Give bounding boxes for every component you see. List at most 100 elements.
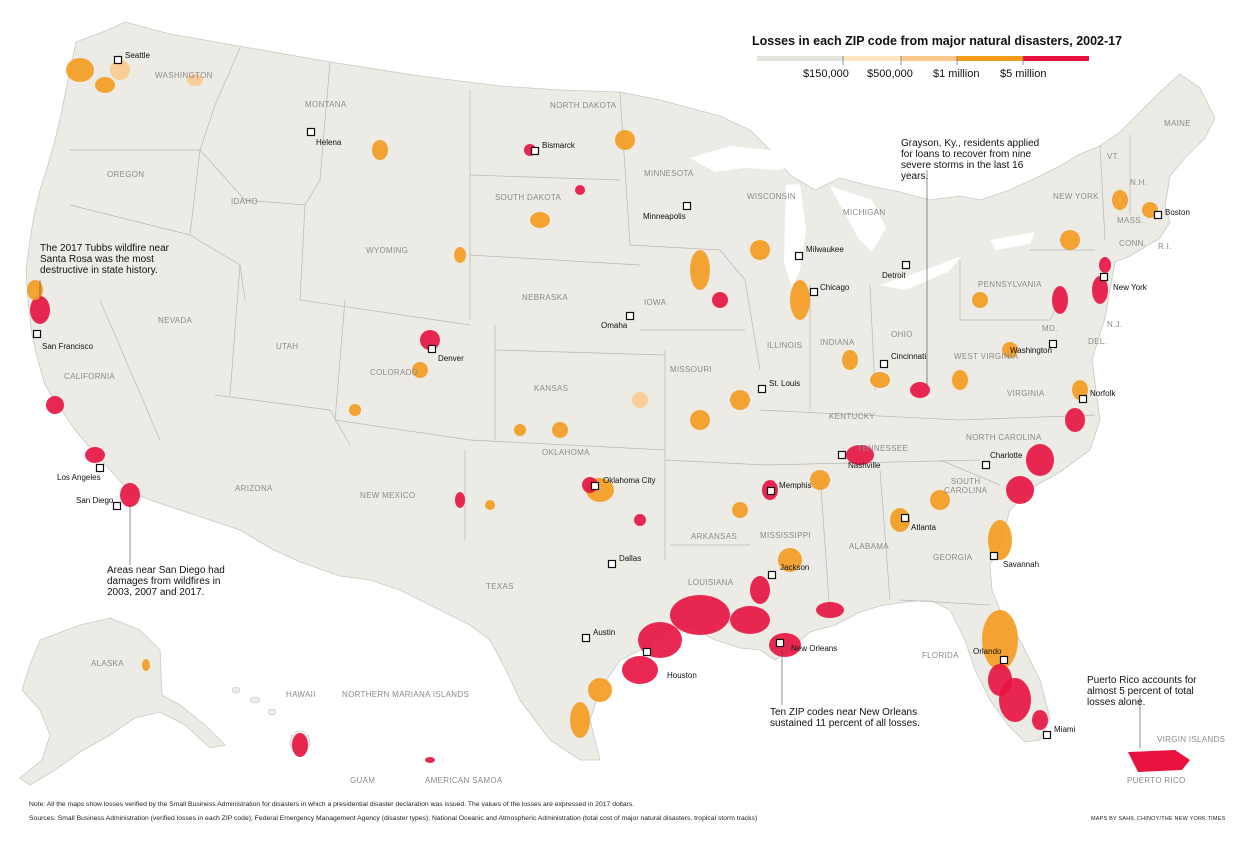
loss-patch [530,212,550,228]
state-label-oklahoma: OKLAHOMA [542,448,590,457]
city-label-bismarck: Bismarck [542,141,575,150]
city-marker-dallas [607,559,617,569]
loss-patch [930,490,950,510]
state-label-wisconsin: WISCONSIN [747,192,796,201]
loss-patch [972,292,988,308]
state-label-new-mexico: NEW MEXICO [360,491,416,500]
state-label-north-dakota: NORTH DAKOTA [550,101,617,110]
city-marker-denver [427,344,437,354]
annotation-leaders [39,170,1141,748]
state-label-west-virginia: WEST VIRGINIA [954,352,1019,361]
territory-label-northern-mariana: NORTHERN MARIANA ISLANDS [342,690,470,699]
city-marker-houston [642,647,652,657]
city-label-savannah: Savannah [1003,560,1040,569]
loss-patch [670,595,730,635]
city-label-san-diego: San Diego [76,496,114,505]
loss-patch [988,520,1012,560]
state-borders [69,47,1131,616]
legend-colorbar [757,56,1089,65]
contiguous-us-landmass [25,21,1216,761]
city-label-nashville: Nashville [848,461,881,470]
footer-credit: MAPS BY SAHIL CHINOY/THE NEW YORK TIMES [1091,816,1226,822]
loss-patch [1092,276,1108,304]
city-marker-bismarck [530,146,540,156]
state-label-colorado: COLORADO [370,368,419,377]
city-label-new-york: New York [1113,283,1147,292]
state-label-ohio: OHIO [891,330,913,339]
state-label-ri: R.I. [1158,242,1172,251]
city-label-milwaukee: Milwaukee [806,245,844,254]
state-label-maine: MAINE [1164,119,1191,128]
loss-patch [1026,444,1054,476]
city-marker-oklahoma-city [590,481,600,491]
loss-patch [730,606,770,634]
alaska-landmass [19,617,226,786]
lake-erie [880,256,962,290]
loss-patch [988,664,1012,696]
city-marker-norfolk [1078,394,1088,404]
puerto-rico-landmass [1128,750,1190,772]
city-marker-new-orleans [775,638,785,648]
state-label-missouri: MISSOURI [670,365,712,374]
legend-tick-5m: $5 million [1000,68,1047,80]
footer-note: Note: All the maps show losses verified … [29,801,635,808]
state-label-california: CALIFORNIA [64,372,116,381]
loss-patch [30,296,50,324]
state-label-indiana: INDIANA [820,338,855,347]
city-marker-jackson [767,570,777,580]
loss-patch [842,350,858,370]
state-label-kentucky: KENTUCKY [829,412,875,421]
loss-patch [1060,230,1080,250]
state-label-utah: UTAH [276,342,299,351]
annotation-new-orleans-losses: Ten ZIP codes near New Orleans sustained… [770,707,920,729]
loss-patch [95,77,115,93]
state-label-virginia: VIRGINIA [1007,389,1045,398]
legend-tick-500k: $500,000 [867,68,913,80]
city-label-san-francisco: San Francisco [42,342,94,351]
city-label-denver: Denver [438,354,464,363]
city-label-st-louis: St. Louis [769,379,801,388]
loss-patch [425,757,435,763]
city-label-norfolk: Norfolk [1090,389,1116,398]
city-marker-nashville [837,450,847,460]
loss-patch [514,424,526,436]
loss-patch [454,247,466,263]
legend-tick-1m: $1 million [933,68,980,80]
city-marker-minneapolis [682,201,692,211]
loss-patch [1002,342,1018,358]
loss-patch [790,280,810,320]
loss-patch [1052,286,1068,314]
loss-patch [1032,710,1048,730]
city-marker-savannah [989,551,999,561]
state-label-minnesota: MINNESOTA [644,169,694,178]
loss-patch [27,280,43,300]
loss-patch [110,60,130,80]
state-label-hawaii: HAWAII [286,690,316,699]
city-marker-cincinnati [879,359,889,369]
state-label-conn: CONN. [1119,239,1147,248]
state-label-mass: MASS. [1117,216,1144,225]
loss-patch [615,130,635,150]
city-label-jackson: Jackson [780,563,810,572]
state-label-montana: MONTANA [305,100,347,109]
city-label-miami: Miami [1054,725,1076,734]
loss-patch [750,240,770,260]
city-marker-milwaukee [794,251,804,261]
city-marker-washington [1048,339,1058,349]
loss-patch [142,659,150,671]
loss-patch [632,392,648,408]
city-marker-san-diego [112,501,122,511]
loss-patch [85,447,105,463]
city-marker-chicago [809,287,819,297]
state-label-washington: WASHINGTON [155,71,213,80]
loss-patch [372,140,388,160]
lake-michigan [784,184,806,288]
loss-patch [46,396,64,414]
city-label-minneapolis: Minneapolis [643,212,686,221]
state-label-nevada: NEVADA [158,316,193,325]
city-marker-charlotte [981,460,991,470]
loss-patch [846,445,874,465]
state-label-iowa: IOWA [644,298,667,307]
city-marker-st-louis [757,384,767,394]
city-label-boston: Boston [1165,208,1190,217]
